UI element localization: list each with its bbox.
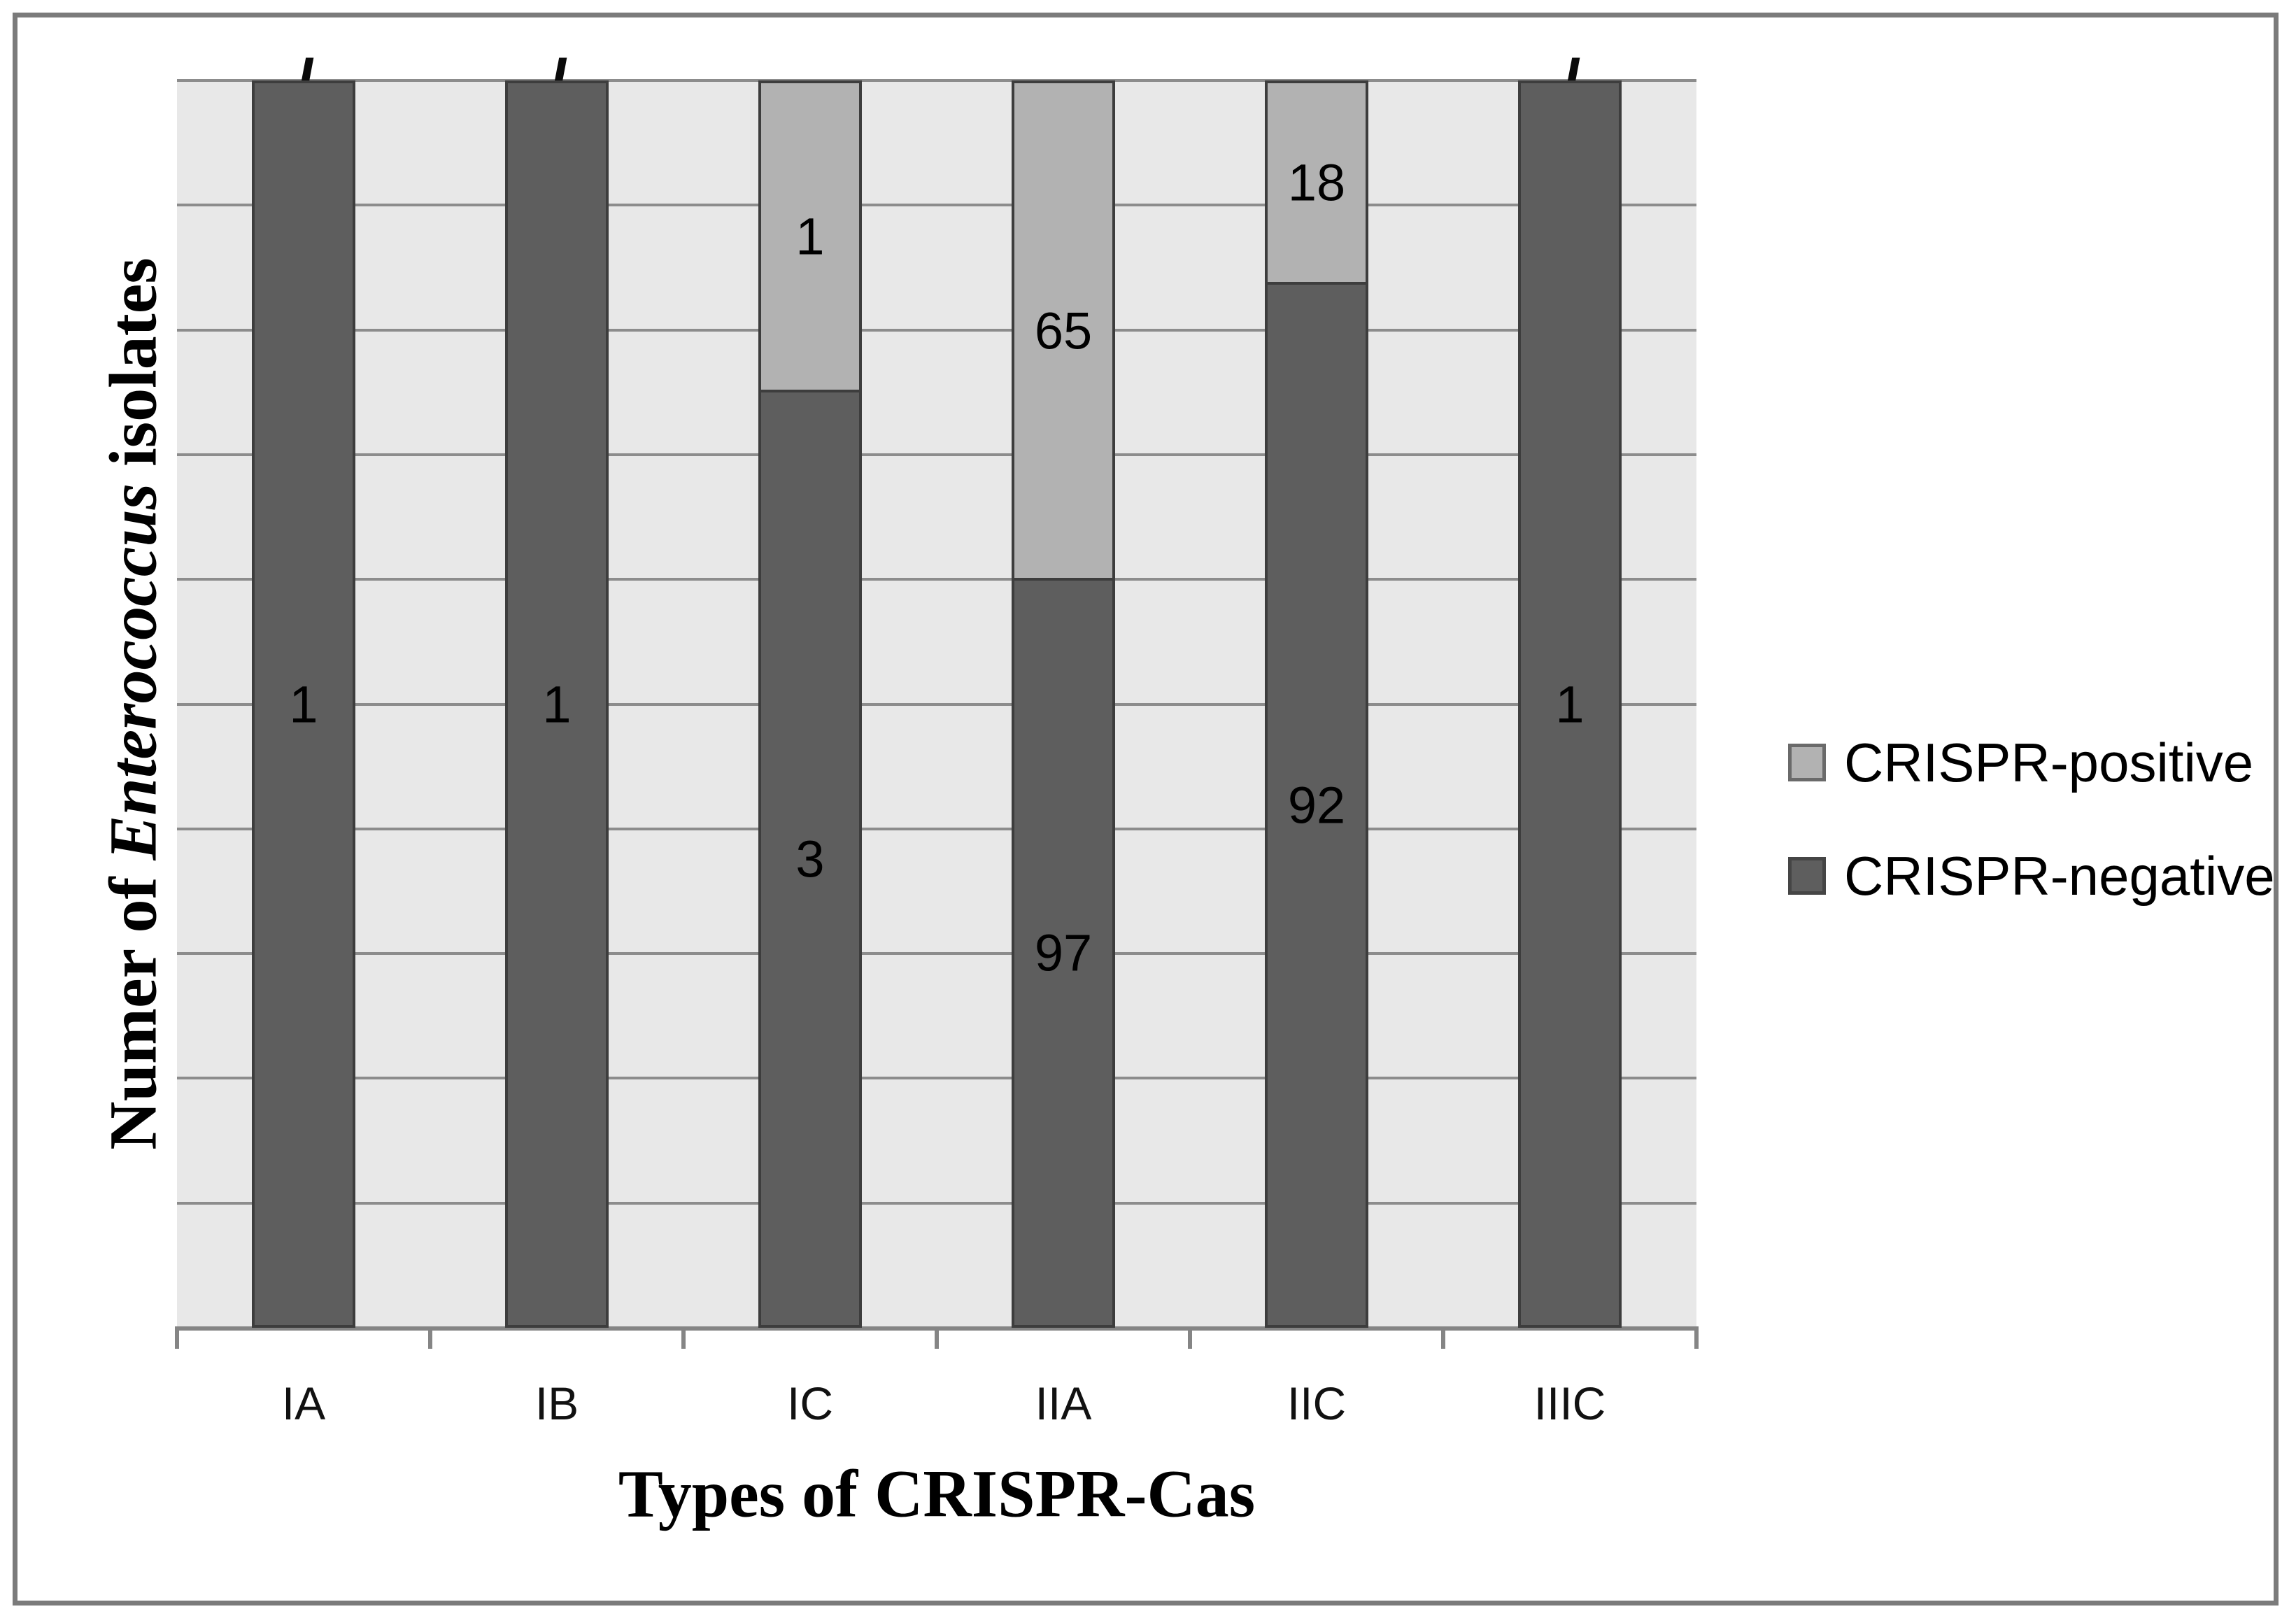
x-axis-tick [681,1331,686,1349]
bar-segment-negative-IIIC [1518,80,1622,1328]
legend-swatch-positive-icon [1788,744,1826,781]
x-axis-tick [1188,1331,1192,1349]
legend-label-negative: CRISPR-negative [1844,844,2275,907]
y-axis-title: Numer of Enterococcus isolates [94,257,172,1149]
data-label-negative-IC: 3 [795,830,825,888]
category-label-IC: IC [787,1377,833,1429]
category-label-IA: IA [281,1377,326,1429]
category-label-IIA: IIA [1035,1377,1092,1429]
gridline [177,204,1696,207]
data-label-positive-IIC: 18 [1287,153,1346,212]
data-label-negative-IB: 1 [542,675,572,733]
gridline [177,827,1696,830]
bar-segment-negative-IC [758,390,862,1328]
data-label-positive-IC: 1 [795,207,825,266]
legend-item-positive: CRISPR-positive [1788,724,2275,801]
bar-segment-positive-IC [758,80,862,392]
x-axis-tick [935,1331,939,1349]
category-label-IB: IB [534,1377,579,1429]
data-label-positive-IIA: 65 [1034,302,1093,360]
gridline [177,1077,1696,1080]
y-axis-title-suffix: isolates [95,257,171,483]
bar-segment-negative-IB [505,80,609,1328]
x-axis-tick [1694,1331,1699,1349]
data-label-negative-IIC: 92 [1287,776,1346,834]
x-axis-line [175,1326,1699,1331]
y-axis-title-prefix: Numer of [95,860,171,1150]
x-axis-tick [428,1331,432,1349]
gridline [177,79,1696,82]
x-axis-title: Types of CRISPR-Cas [618,1456,1256,1531]
legend: CRISPR-positive CRISPR-negative [1788,724,2275,951]
bar-segment-negative-IIA [1012,578,1115,1328]
bar-segment-positive-IIA [1012,80,1115,581]
gridline [177,702,1696,706]
bar-segment-negative-IIC [1265,282,1368,1328]
gridline [177,1201,1696,1205]
x-axis-tick [1441,1331,1445,1349]
data-label-negative-IIIC: 1 [1555,675,1585,733]
legend-label-positive: CRISPR-positive [1844,731,2254,793]
legend-swatch-negative-icon [1788,857,1826,895]
bar-segment-negative-IA [252,80,355,1328]
gridline [177,328,1696,332]
data-label-negative-IA: 1 [289,675,318,733]
gridline [177,952,1696,956]
y-axis-title-genus: Enterococcus [95,483,171,860]
gridline [177,453,1696,456]
gridline [177,578,1696,581]
legend-item-negative: CRISPR-negative [1788,837,2275,914]
category-label-IIIC: IIIC [1533,1377,1606,1429]
data-label-negative-IIA: 97 [1034,923,1093,982]
x-axis-tick [175,1331,179,1349]
plot-area [177,79,1696,1329]
category-label-IIC: IIC [1287,1377,1347,1429]
